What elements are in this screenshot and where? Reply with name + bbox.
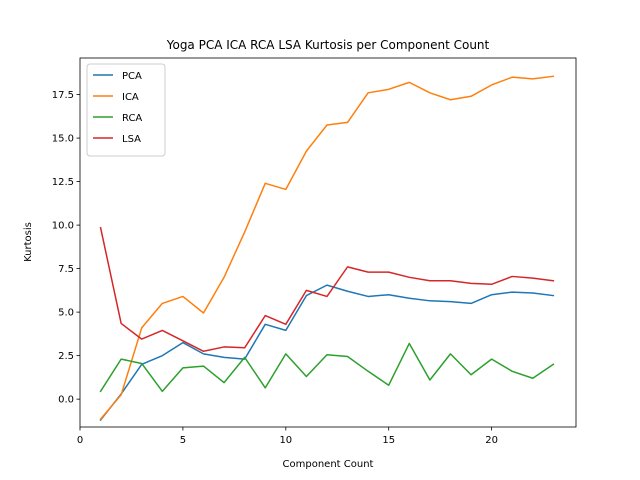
series-layer xyxy=(99,75,555,422)
y-tick-label: 17.5 xyxy=(52,90,74,101)
legend-label-lsa: LSA xyxy=(122,134,141,145)
x-tick-label: 0 xyxy=(77,435,83,446)
y-axis-label: Kurtosis xyxy=(23,222,34,262)
series-line-pca xyxy=(99,284,555,422)
y-tick-label: 15.0 xyxy=(52,134,74,145)
x-axis-label: Component Count xyxy=(283,459,374,470)
y-axis: 0.0 2.5 5.0 7.5 10.0 12.5 15.0 17.5 xyxy=(52,90,80,406)
y-tick-label: 7.5 xyxy=(58,264,74,275)
y-tick-label: 12.5 xyxy=(52,177,74,188)
series-line-ica xyxy=(99,75,555,421)
y-tick-label: 0.0 xyxy=(58,395,74,406)
x-tick-label: 20 xyxy=(485,435,498,446)
series-line-rca xyxy=(99,342,555,393)
legend-label-rca: RCA xyxy=(122,113,142,124)
x-tick-label: 5 xyxy=(180,435,186,446)
x-axis: 0 5 10 15 20 xyxy=(77,427,498,446)
y-tick-label: 5.0 xyxy=(58,308,74,319)
y-tick-label: 2.5 xyxy=(58,351,74,362)
legend: PCA ICA RCA LSA xyxy=(86,63,166,157)
legend-box xyxy=(86,63,166,157)
y-tick-label: 10.0 xyxy=(52,221,74,232)
series-line-lsa xyxy=(99,226,555,353)
plot-frame xyxy=(79,57,577,428)
legend-label-pca: PCA xyxy=(122,71,142,82)
legend-label-ica: ICA xyxy=(122,92,139,103)
chart-title: Yoga PCA ICA RCA LSA Kurtosis per Compon… xyxy=(166,38,490,52)
x-tick-label: 10 xyxy=(279,435,292,446)
x-tick-label: 15 xyxy=(382,435,395,446)
